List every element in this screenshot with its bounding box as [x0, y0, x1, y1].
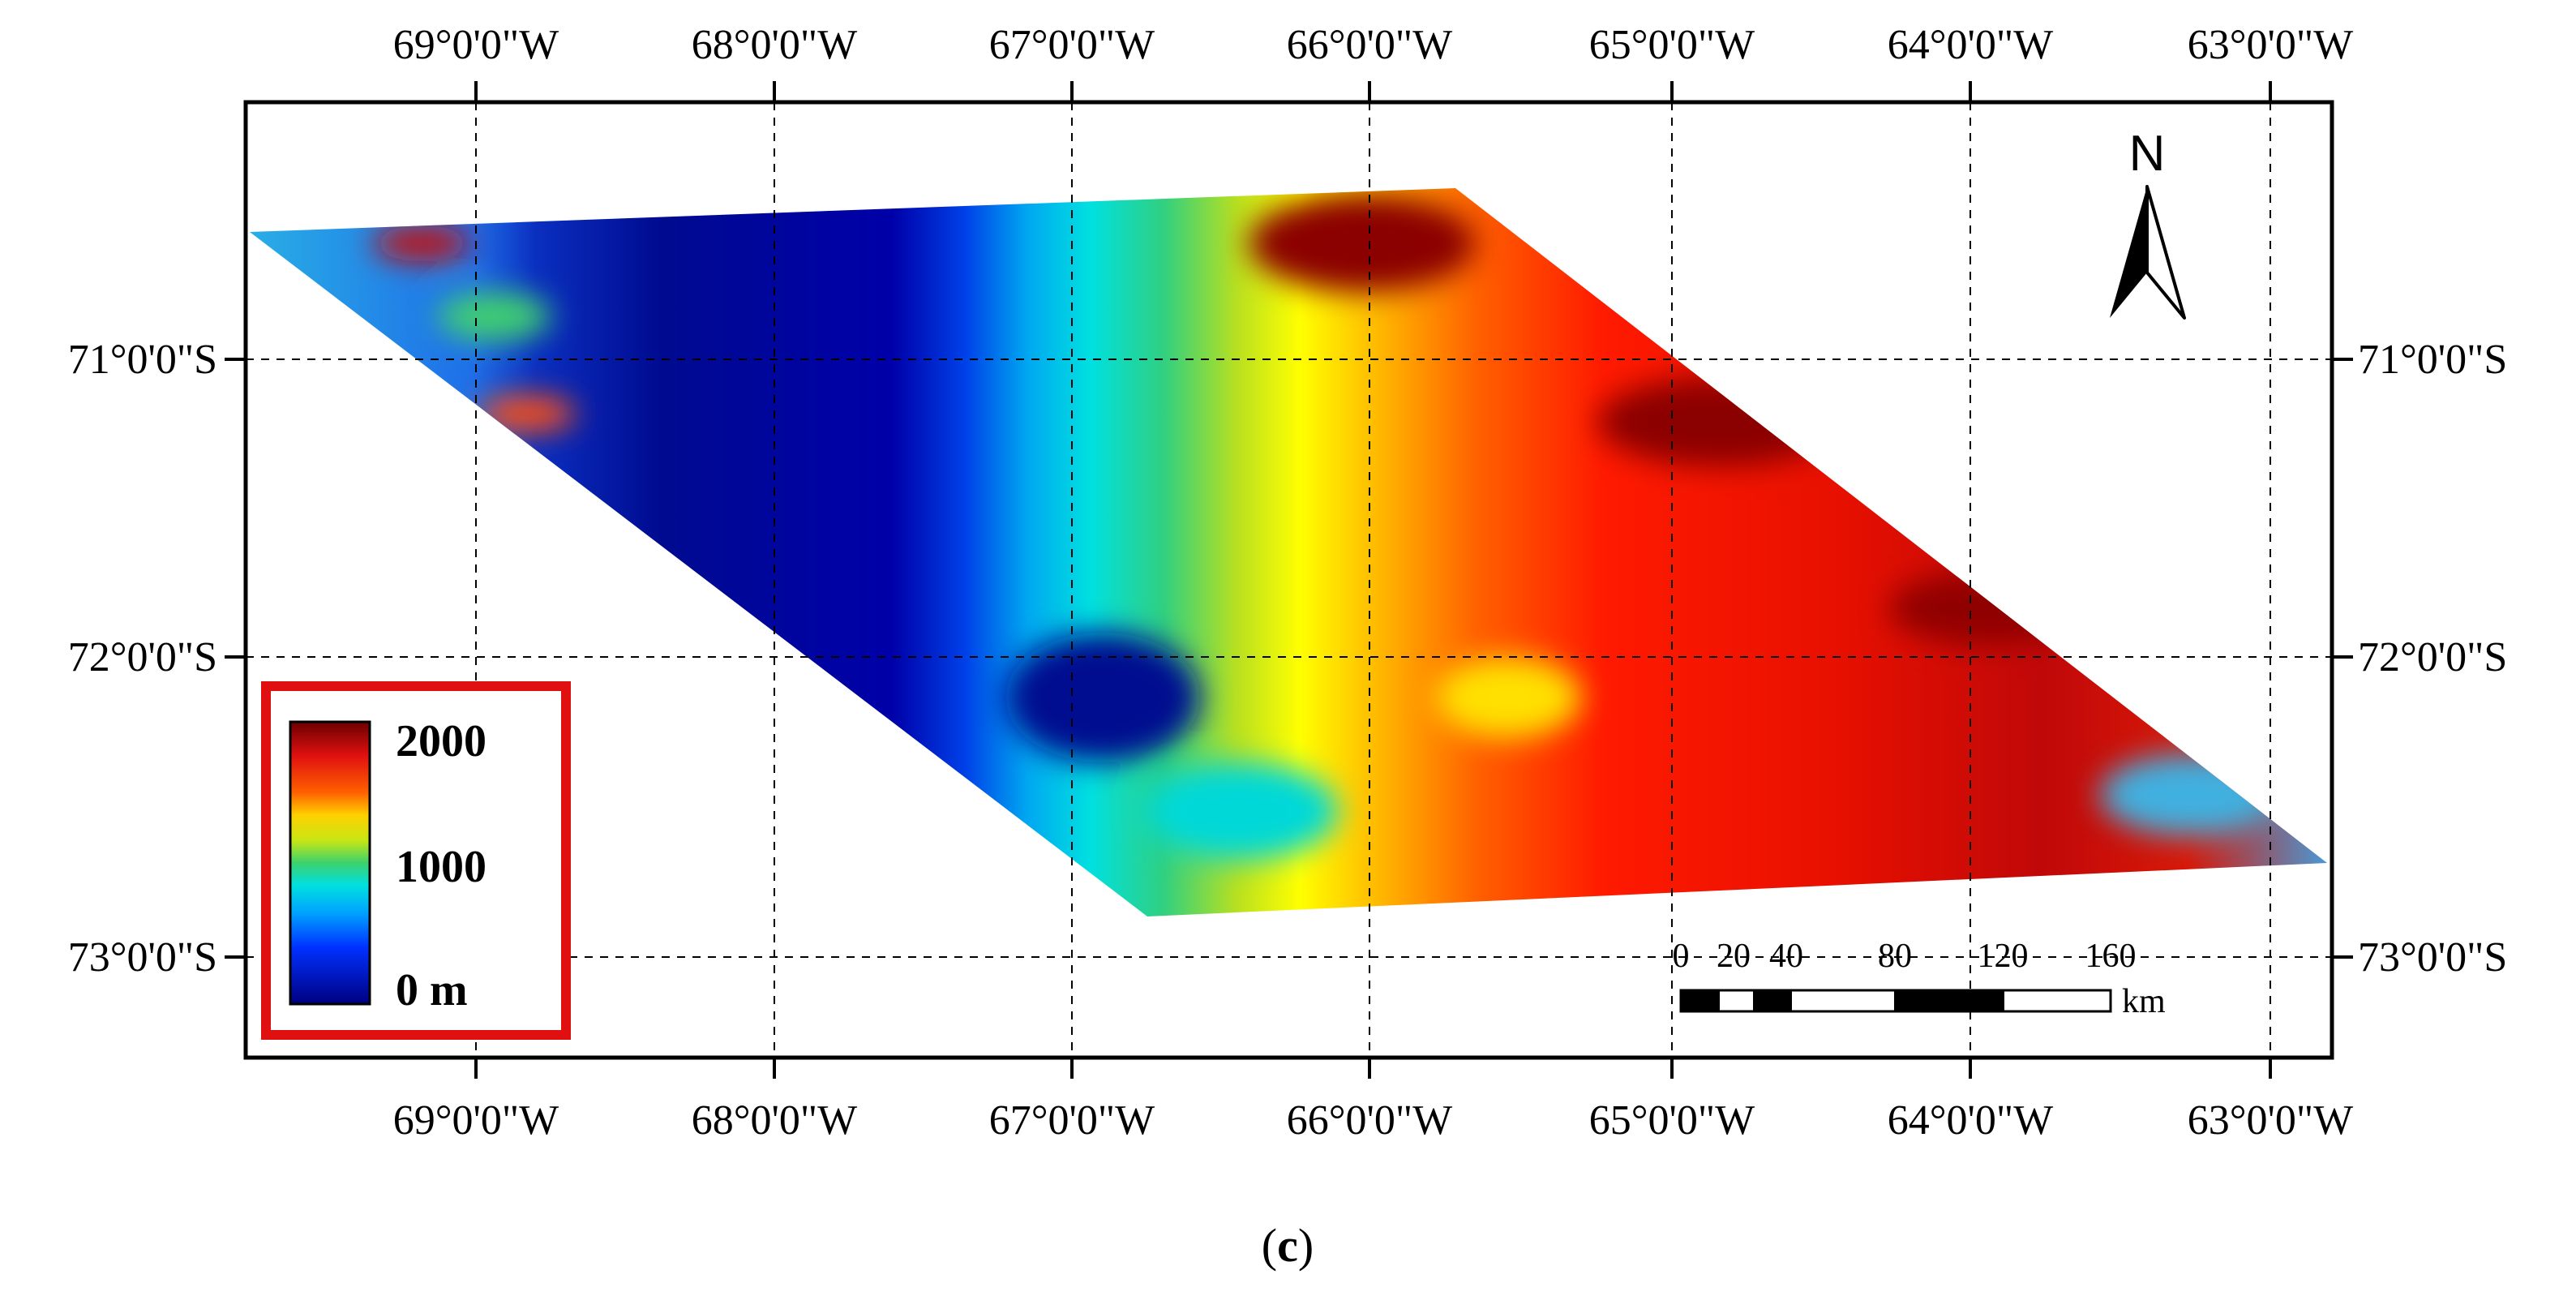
lon-label-bottom-64w: 64°0'0"W [1888, 1097, 2053, 1144]
north-arrow-icon [2110, 185, 2186, 320]
graticule [225, 81, 2353, 1079]
lat-labels-right: 71°0'0"S 72°0'0"S 73°0'0"S [2358, 337, 2507, 981]
scale-label-0: 0 [1673, 938, 1690, 975]
lat-labels-left: 71°0'0"S 72°0'0"S 73°0'0"S [68, 337, 217, 981]
scale-label-120: 120 [1978, 938, 2029, 975]
lat-label-left-72s: 72°0'0"S [68, 634, 217, 680]
lon-label-top-66w: 66°0'0"W [1287, 22, 1452, 68]
lon-label-top-67w: 67°0'0"W [989, 22, 1155, 68]
lat-label-right-73s: 73°0'0"S [2358, 934, 2507, 981]
scale-label-20: 20 [1717, 938, 1751, 975]
lon-labels-top: 69°0'0"W 68°0'0"W 67°0'0"W 66°0'0"W 65°0… [393, 22, 2353, 68]
scale-label-80: 80 [1878, 938, 1912, 975]
lon-label-bottom-67w: 67°0'0"W [989, 1097, 1155, 1144]
lon-label-bottom-68w: 68°0'0"W [692, 1097, 857, 1144]
north-label: N [2129, 126, 2166, 182]
lon-label-top-63w: 63°0'0"W [2188, 22, 2353, 68]
caption-open-paren: ( [1262, 1219, 1277, 1272]
scale-bar: 0 20 40 80 120 160 km [1673, 938, 2167, 1020]
lon-label-bottom-63w: 63°0'0"W [2188, 1097, 2353, 1144]
elevation-legend: 2000 1000 0 m [261, 681, 571, 1040]
lon-label-top-68w: 68°0'0"W [692, 22, 857, 68]
figure-caption: (c) [1262, 1219, 1314, 1272]
lon-label-bottom-69w: 69°0'0"W [393, 1097, 559, 1144]
lon-label-top-65w: 65°0'0"W [1589, 22, 1755, 68]
scale-unit: km [2122, 983, 2166, 1020]
lon-label-bottom-66w: 66°0'0"W [1287, 1097, 1452, 1144]
caption-letter: c [1277, 1219, 1298, 1272]
lon-label-top-64w: 64°0'0"W [1888, 22, 2053, 68]
legend-color-ramp [289, 720, 371, 1006]
lon-labels-bottom: 69°0'0"W 68°0'0"W 67°0'0"W 66°0'0"W 65°0… [393, 1097, 2353, 1144]
lat-label-right-72s: 72°0'0"S [2358, 634, 2507, 680]
lon-label-bottom-65w: 65°0'0"W [1589, 1097, 1755, 1144]
scale-label-160: 160 [2085, 938, 2137, 975]
lat-label-left-73s: 73°0'0"S [68, 934, 217, 981]
scale-bar-segment-1 [1681, 990, 1720, 1011]
scale-label-40: 40 [1769, 938, 1803, 975]
caption-close-paren: ) [1298, 1219, 1314, 1272]
legend-min-label: 0 m [396, 965, 468, 1015]
scale-bar-segment-3 [1894, 990, 2004, 1011]
legend-max-label: 2000 [396, 716, 486, 766]
lat-label-left-71s: 71°0'0"S [68, 337, 217, 383]
lat-label-right-71s: 71°0'0"S [2358, 337, 2507, 383]
legend-mid-label: 1000 [396, 842, 486, 892]
lon-label-top-69w: 69°0'0"W [393, 22, 559, 68]
map-frame [243, 100, 2334, 1060]
north-arrow: N [2110, 126, 2186, 320]
scale-bar-segment-2 [1753, 990, 1792, 1011]
